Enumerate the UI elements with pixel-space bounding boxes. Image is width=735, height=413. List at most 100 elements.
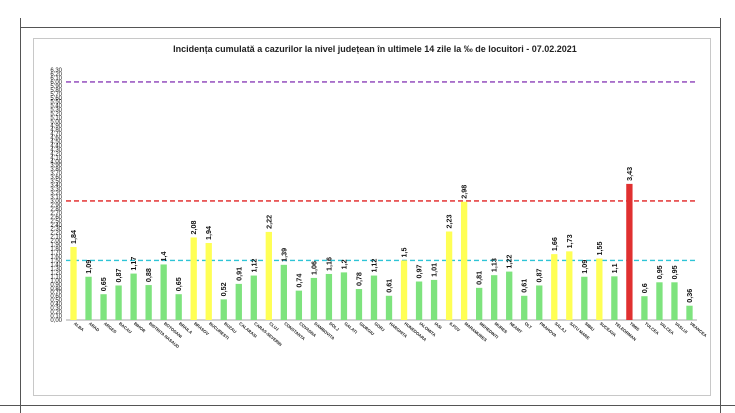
- bar-value-label: 0,81: [475, 271, 484, 285]
- bar-value-label: 2,08: [189, 220, 198, 234]
- x-tick-label: NEAMT: [509, 321, 524, 335]
- y-tick-label: 4,20: [50, 151, 62, 157]
- bar: [385, 295, 393, 320]
- y-tick-label: 1,40: [50, 262, 62, 268]
- x-axis: ALBA ARAD ARGES BACAU BIHOR BISTRITA NASAUDBO…: [73, 321, 708, 349]
- bar-value-label: 2,98: [460, 185, 469, 199]
- y-tick-label: 5,30: [50, 108, 62, 114]
- bar-value-label: 1,73: [565, 234, 574, 248]
- y-tick-label: 5,90: [50, 84, 62, 90]
- bar-value-label: 0,65: [99, 277, 108, 291]
- frame-right-line: [720, 18, 721, 413]
- y-tick-label: 1,70: [50, 251, 62, 257]
- x-tick-label: SIBIU: [584, 321, 596, 332]
- bar: [145, 285, 152, 320]
- y-tick-label: 3,90: [50, 163, 62, 169]
- y-tick-label: 2,80: [50, 207, 62, 213]
- bar-value-label: 0,78: [354, 272, 363, 286]
- bar-value-label: 1,01: [430, 263, 439, 277]
- bar-value-label: 1,16: [324, 257, 333, 271]
- bar: [175, 294, 182, 320]
- x-tick-label: GORJ: [373, 321, 386, 333]
- bar-value-label: 0,65: [174, 277, 183, 291]
- y-tick-label: 5,80: [50, 88, 62, 94]
- y-tick-label: 0,80: [50, 286, 62, 292]
- bar: [491, 275, 498, 320]
- bar-value-label: 1,09: [580, 260, 589, 274]
- y-tick-label: 4,90: [50, 124, 62, 130]
- bar-value-label: 0,88: [144, 268, 153, 282]
- bar: [340, 272, 348, 320]
- y-tick-label: 4,10: [50, 155, 62, 161]
- y-tick-label: 0,40: [50, 302, 62, 308]
- bar-value-label: 1,13: [490, 258, 499, 272]
- bar-value-label: 3,43: [625, 167, 634, 181]
- bar-value-label: 0,52: [219, 282, 228, 296]
- bar-value-label: 1,06: [309, 261, 318, 275]
- bar-value-label: 1,4: [159, 251, 168, 261]
- y-tick-label: 1,30: [50, 266, 62, 272]
- bar: [370, 275, 378, 320]
- bar: [445, 231, 453, 320]
- bar-value-label: 0,6: [640, 283, 649, 293]
- y-tick-label: 3,60: [50, 175, 62, 181]
- frame-top-line: [20, 27, 720, 28]
- y-tick-label: 0,90: [50, 282, 62, 288]
- x-tick-label: ARAD: [88, 321, 100, 333]
- y-tick-label: 2,30: [50, 227, 62, 233]
- bar-value-label: 0,95: [655, 265, 664, 279]
- y-tick-label: 5,00: [50, 120, 62, 126]
- bar-value-label: 1,55: [595, 241, 604, 255]
- bars: [70, 183, 693, 320]
- y-tick-label: 0,30: [50, 306, 62, 312]
- bar: [130, 273, 137, 320]
- y-axis: 0,000,100,200,300,400,500,600,700,800,90…: [50, 68, 697, 324]
- bar-value-label: 0,91: [234, 267, 243, 281]
- y-tick-label: 4,80: [50, 128, 62, 134]
- bar: [656, 282, 663, 320]
- bar: [460, 201, 468, 320]
- x-tick-label: VASLUI: [674, 321, 689, 335]
- bar-value-label: 0,36: [685, 289, 694, 303]
- bar: [295, 290, 303, 320]
- x-tick-label: VRANCEA: [689, 321, 708, 338]
- y-tick-label: 3,20: [50, 191, 62, 197]
- bar-value-label: 1,1: [610, 263, 619, 273]
- y-tick-label: 6,10: [50, 76, 62, 82]
- bar-value-label: 0,97: [415, 265, 424, 279]
- bar: [220, 299, 227, 320]
- bar-value-label: 1,17: [129, 257, 138, 271]
- x-tick-label: BRASOV: [193, 321, 210, 336]
- bar: [641, 296, 648, 320]
- bar: [626, 183, 633, 320]
- bar: [325, 273, 333, 320]
- y-tick-label: 0,00: [50, 318, 62, 324]
- bar-value-label: 0,61: [520, 279, 529, 293]
- x-tick-label: VALCEA: [659, 321, 675, 336]
- y-tick-label: 2,90: [50, 203, 62, 209]
- threshold-lines: [66, 81, 697, 262]
- y-tick-label: 3,50: [50, 179, 62, 185]
- y-tick-label: 6,30: [50, 68, 62, 74]
- y-tick-label: 0,10: [50, 314, 62, 320]
- bar: [115, 285, 122, 320]
- chart-area: [33, 38, 711, 396]
- bar: [581, 276, 588, 320]
- y-tick-label: 2,10: [50, 235, 62, 241]
- y-tick-label: 0,70: [50, 290, 62, 296]
- y-tick-label: 1,00: [50, 278, 62, 284]
- bar: [596, 258, 603, 320]
- bar: [430, 279, 438, 320]
- y-tick-label: 5,10: [50, 116, 62, 122]
- bar: [355, 289, 363, 320]
- bar: [521, 295, 528, 320]
- bar: [85, 276, 92, 320]
- bar-value-label: 1,12: [369, 259, 378, 273]
- y-tick-label: 3,70: [50, 171, 62, 177]
- bar: [400, 260, 408, 320]
- y-tick-label: 2,00: [50, 239, 62, 245]
- x-tick-label: TULCEA: [644, 321, 660, 336]
- x-tick-label: ALBA: [73, 321, 85, 332]
- y-tick-label: 5,50: [50, 100, 62, 106]
